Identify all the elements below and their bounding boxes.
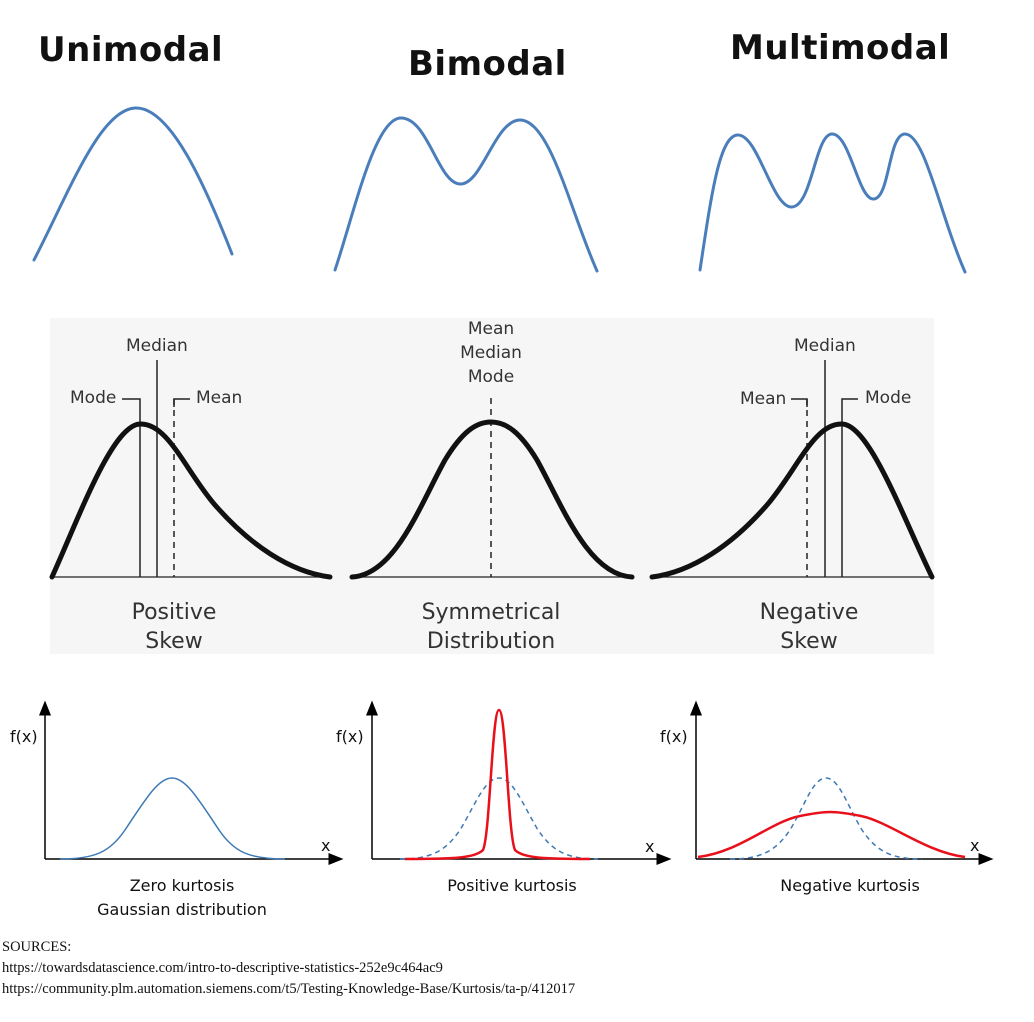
- negative-skew-caption-line2: Skew: [780, 629, 838, 654]
- x-axis-label-negative: x: [970, 836, 980, 855]
- mode-label-negative: Mode: [865, 388, 912, 408]
- skew-panel: [50, 318, 934, 654]
- mean-label-negative: Mean: [740, 389, 787, 409]
- negative-skew-curve: [649, 421, 935, 580]
- mean-label-symmetric: Mean: [467, 319, 515, 339]
- mean-label-positive: Mean: [196, 388, 243, 408]
- median-label-symmetric: Median: [460, 343, 522, 363]
- negative-skew-caption: Negative Skew: [739, 598, 879, 656]
- y-axis-label-positive: f(x): [336, 727, 364, 746]
- symmetric-stats-label: Mean Median Mode: [451, 317, 531, 389]
- positive-skew-curve: [49, 421, 333, 580]
- y-axis-label-negative: f(x): [660, 727, 688, 746]
- median-label-positive: Median: [126, 336, 188, 356]
- unimodal-curve: [32, 106, 234, 262]
- mode-tick-positive: [122, 398, 141, 407]
- bimodal-curve: [333, 116, 599, 273]
- mode-label-symmetric: Mode: [467, 367, 515, 387]
- negative-skew-caption-line1: Negative: [759, 600, 859, 625]
- positive-skew-caption: Positive Skew: [104, 598, 244, 656]
- reference-curve-positive: [399, 777, 599, 860]
- y-axis-label-zero: f(x): [10, 727, 38, 746]
- zero-kurtosis-caption-line2: Gaussian distribution: [97, 900, 267, 919]
- symmetric-caption-line2: Distribution: [426, 629, 556, 654]
- reference-curve-negative: [729, 777, 923, 860]
- mean-tick-positive: [173, 398, 190, 407]
- zero-kurtosis-caption: Zero kurtosis Gaussian distribution: [72, 874, 292, 922]
- platykurtic-curve: [697, 810, 966, 859]
- multimodal-title: Multimodal: [730, 28, 951, 68]
- sources-block: SOURCES: https://towardsdatascience.com/…: [2, 937, 575, 1000]
- positive-skew-caption-line1: Positive: [131, 600, 217, 625]
- symmetric-caption: Symmetrical Distribution: [411, 598, 571, 656]
- symmetric-caption-line1: Symmetrical: [421, 600, 561, 625]
- unimodal-title: Unimodal: [38, 30, 224, 70]
- symmetric-curve: [349, 419, 635, 580]
- source-link-1[interactable]: https://towardsdatascience.com/intro-to-…: [2, 960, 443, 976]
- bimodal-title: Bimodal: [408, 44, 567, 84]
- mode-tick-negative: [841, 398, 858, 407]
- positive-kurtosis-caption: Positive kurtosis: [447, 876, 577, 895]
- zero-kurtosis-caption-line1: Zero kurtosis: [129, 876, 235, 895]
- multimodal-curve: [698, 132, 967, 274]
- positive-skew-caption-line2: Skew: [145, 629, 203, 654]
- source-link-2[interactable]: https://community.plm.automation.siemens…: [2, 981, 576, 997]
- median-label-negative: Median: [794, 336, 856, 356]
- mode-label-positive: Mode: [70, 388, 117, 408]
- leptokurtic-curve: [404, 708, 591, 861]
- x-axis-label-zero: x: [321, 836, 331, 855]
- sources-heading: SOURCES:: [2, 939, 72, 955]
- mean-tick-negative: [791, 398, 808, 407]
- x-axis-label-positive: x: [645, 837, 655, 856]
- negative-kurtosis-caption: Negative kurtosis: [780, 876, 920, 895]
- gaussian-curve-zero: [59, 777, 286, 860]
